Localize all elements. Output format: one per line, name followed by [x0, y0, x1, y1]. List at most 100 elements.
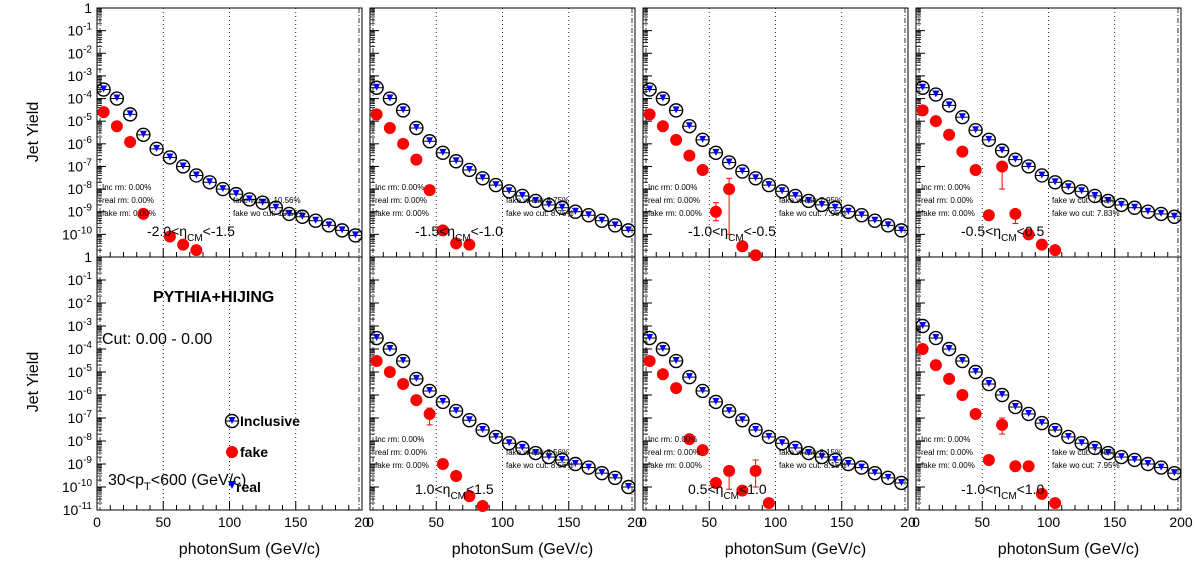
- stat-inc: Inc rm: 0.00%: [648, 435, 697, 444]
- real-marker: [831, 455, 839, 463]
- fake-marker: [670, 382, 683, 395]
- real-marker: [712, 148, 720, 156]
- stat-fake-w: fake w cut: 8.56%: [506, 448, 569, 457]
- outer-labels: 10-1010-910-810-710-610-510-410-310-210-…: [25, 0, 1193, 558]
- real-marker: [245, 195, 253, 203]
- real-marker: [611, 221, 619, 229]
- panel-1-3: [915, 256, 1182, 511]
- fake-marker: [996, 160, 1009, 173]
- real-marker: [153, 144, 161, 152]
- real-marker: [1104, 449, 1112, 457]
- y-tick-label: 10-2: [68, 294, 93, 311]
- fake-marker: [916, 343, 929, 355]
- real-marker: [932, 334, 940, 342]
- real-marker: [1078, 187, 1086, 195]
- real-marker: [985, 380, 993, 388]
- real-marker: [571, 460, 579, 467]
- y-tick-label: 10-1: [68, 22, 93, 39]
- real-marker: [518, 191, 526, 199]
- real-marker: [791, 443, 799, 451]
- real-marker: [712, 397, 720, 405]
- real-marker: [858, 463, 866, 471]
- legend-fake-label: fake: [240, 444, 268, 460]
- real-marker: [818, 200, 826, 208]
- real-marker: [126, 110, 134, 118]
- real-marker: [685, 122, 693, 130]
- y-tick-label: 10-5: [68, 363, 93, 380]
- stat-fake: fake rm: 0.00%: [921, 209, 975, 218]
- real-marker: [831, 203, 839, 211]
- real-marker: [479, 426, 487, 434]
- stat-real: real rm: 0.00%: [375, 196, 427, 205]
- real-marker: [373, 334, 381, 342]
- real-marker: [1025, 409, 1033, 417]
- x-tick-label: 20: [627, 514, 643, 530]
- fake-marker: [670, 133, 683, 146]
- stat-fake-wo: fake wo cut: 8.75%: [506, 209, 574, 218]
- panel-1-2: [642, 256, 909, 511]
- real-marker: [585, 211, 593, 219]
- panel-1-0: [96, 256, 363, 511]
- fake-marker: [397, 378, 410, 391]
- y-tick-label: 10-9: [68, 455, 93, 472]
- real-marker: [624, 483, 632, 490]
- fake-marker: [370, 108, 383, 121]
- real-marker: [738, 416, 746, 424]
- real-marker: [972, 126, 980, 134]
- stat-inc: Inc rm: 0.00%: [375, 183, 424, 192]
- real-marker: [558, 455, 566, 463]
- real-marker: [725, 407, 733, 415]
- real-marker: [884, 473, 892, 481]
- fake-marker: [110, 120, 123, 133]
- real-marker: [738, 167, 746, 175]
- real-marker: [646, 334, 654, 342]
- real-marker: [338, 226, 346, 234]
- real-marker: [426, 386, 434, 394]
- fake-marker: [1049, 497, 1062, 510]
- x-tick-label: 100: [218, 514, 242, 530]
- real-marker: [1011, 403, 1019, 411]
- stat-fake: fake rm: 0.00%: [375, 209, 429, 218]
- legend-real-label: real: [236, 479, 261, 495]
- real-marker: [1025, 162, 1033, 170]
- fake-marker: [943, 128, 956, 141]
- real-marker: [998, 391, 1006, 398]
- real-marker: [624, 226, 632, 234]
- stat-fake-wo: fake wo cut: 8.56%: [506, 461, 574, 470]
- stat-real: real rm: 0.00%: [375, 448, 427, 457]
- fake-marker: [163, 230, 176, 243]
- real-marker: [412, 123, 420, 131]
- x-axis-label: photonSum (GeV/c): [725, 541, 866, 558]
- fake-marker: [683, 433, 696, 446]
- fake-marker: [929, 115, 942, 128]
- stat-fake-wo: fake wo cut: 8.15%: [779, 461, 847, 470]
- legend: PYTHIA+HIJING Cut: 0.00 - 0.00 Inclusive fa…: [102, 289, 300, 495]
- fake-marker: [723, 464, 736, 477]
- real-marker: [945, 345, 953, 352]
- fake-marker: [1009, 460, 1022, 473]
- real-marker: [139, 130, 147, 138]
- real-marker: [206, 178, 214, 186]
- fake-marker: [124, 136, 137, 149]
- stat-fake-w: fake w cut: 7.83%: [1052, 196, 1115, 205]
- stat-inc: Inc rm: 0.00%: [921, 435, 970, 444]
- fake-marker: [1022, 460, 1035, 473]
- y-tick-label: 10-11: [63, 501, 93, 518]
- real-marker: [1091, 191, 1099, 199]
- x-axis-label: photonSum (GeV/c): [179, 541, 320, 558]
- x-tick-label: 150: [1103, 514, 1127, 530]
- fake-marker: [97, 106, 110, 119]
- real-marker: [844, 460, 852, 467]
- stat-fake-w: fake w cut: 8.15%: [779, 448, 842, 457]
- real-marker: [897, 478, 905, 486]
- fake-marker: [410, 153, 423, 166]
- fake-marker: [762, 497, 775, 510]
- real-marker: [1170, 212, 1178, 220]
- real-marker: [919, 322, 927, 329]
- fake-marker: [736, 484, 749, 497]
- panel-data-1-2: Inc rm: 0.00% real rm: 0.00% fake rm: 0.00…: [642, 330, 909, 510]
- real-marker: [1157, 463, 1165, 471]
- fake-marker: [450, 237, 463, 250]
- real-marker: [325, 221, 333, 229]
- real-marker: [532, 196, 540, 204]
